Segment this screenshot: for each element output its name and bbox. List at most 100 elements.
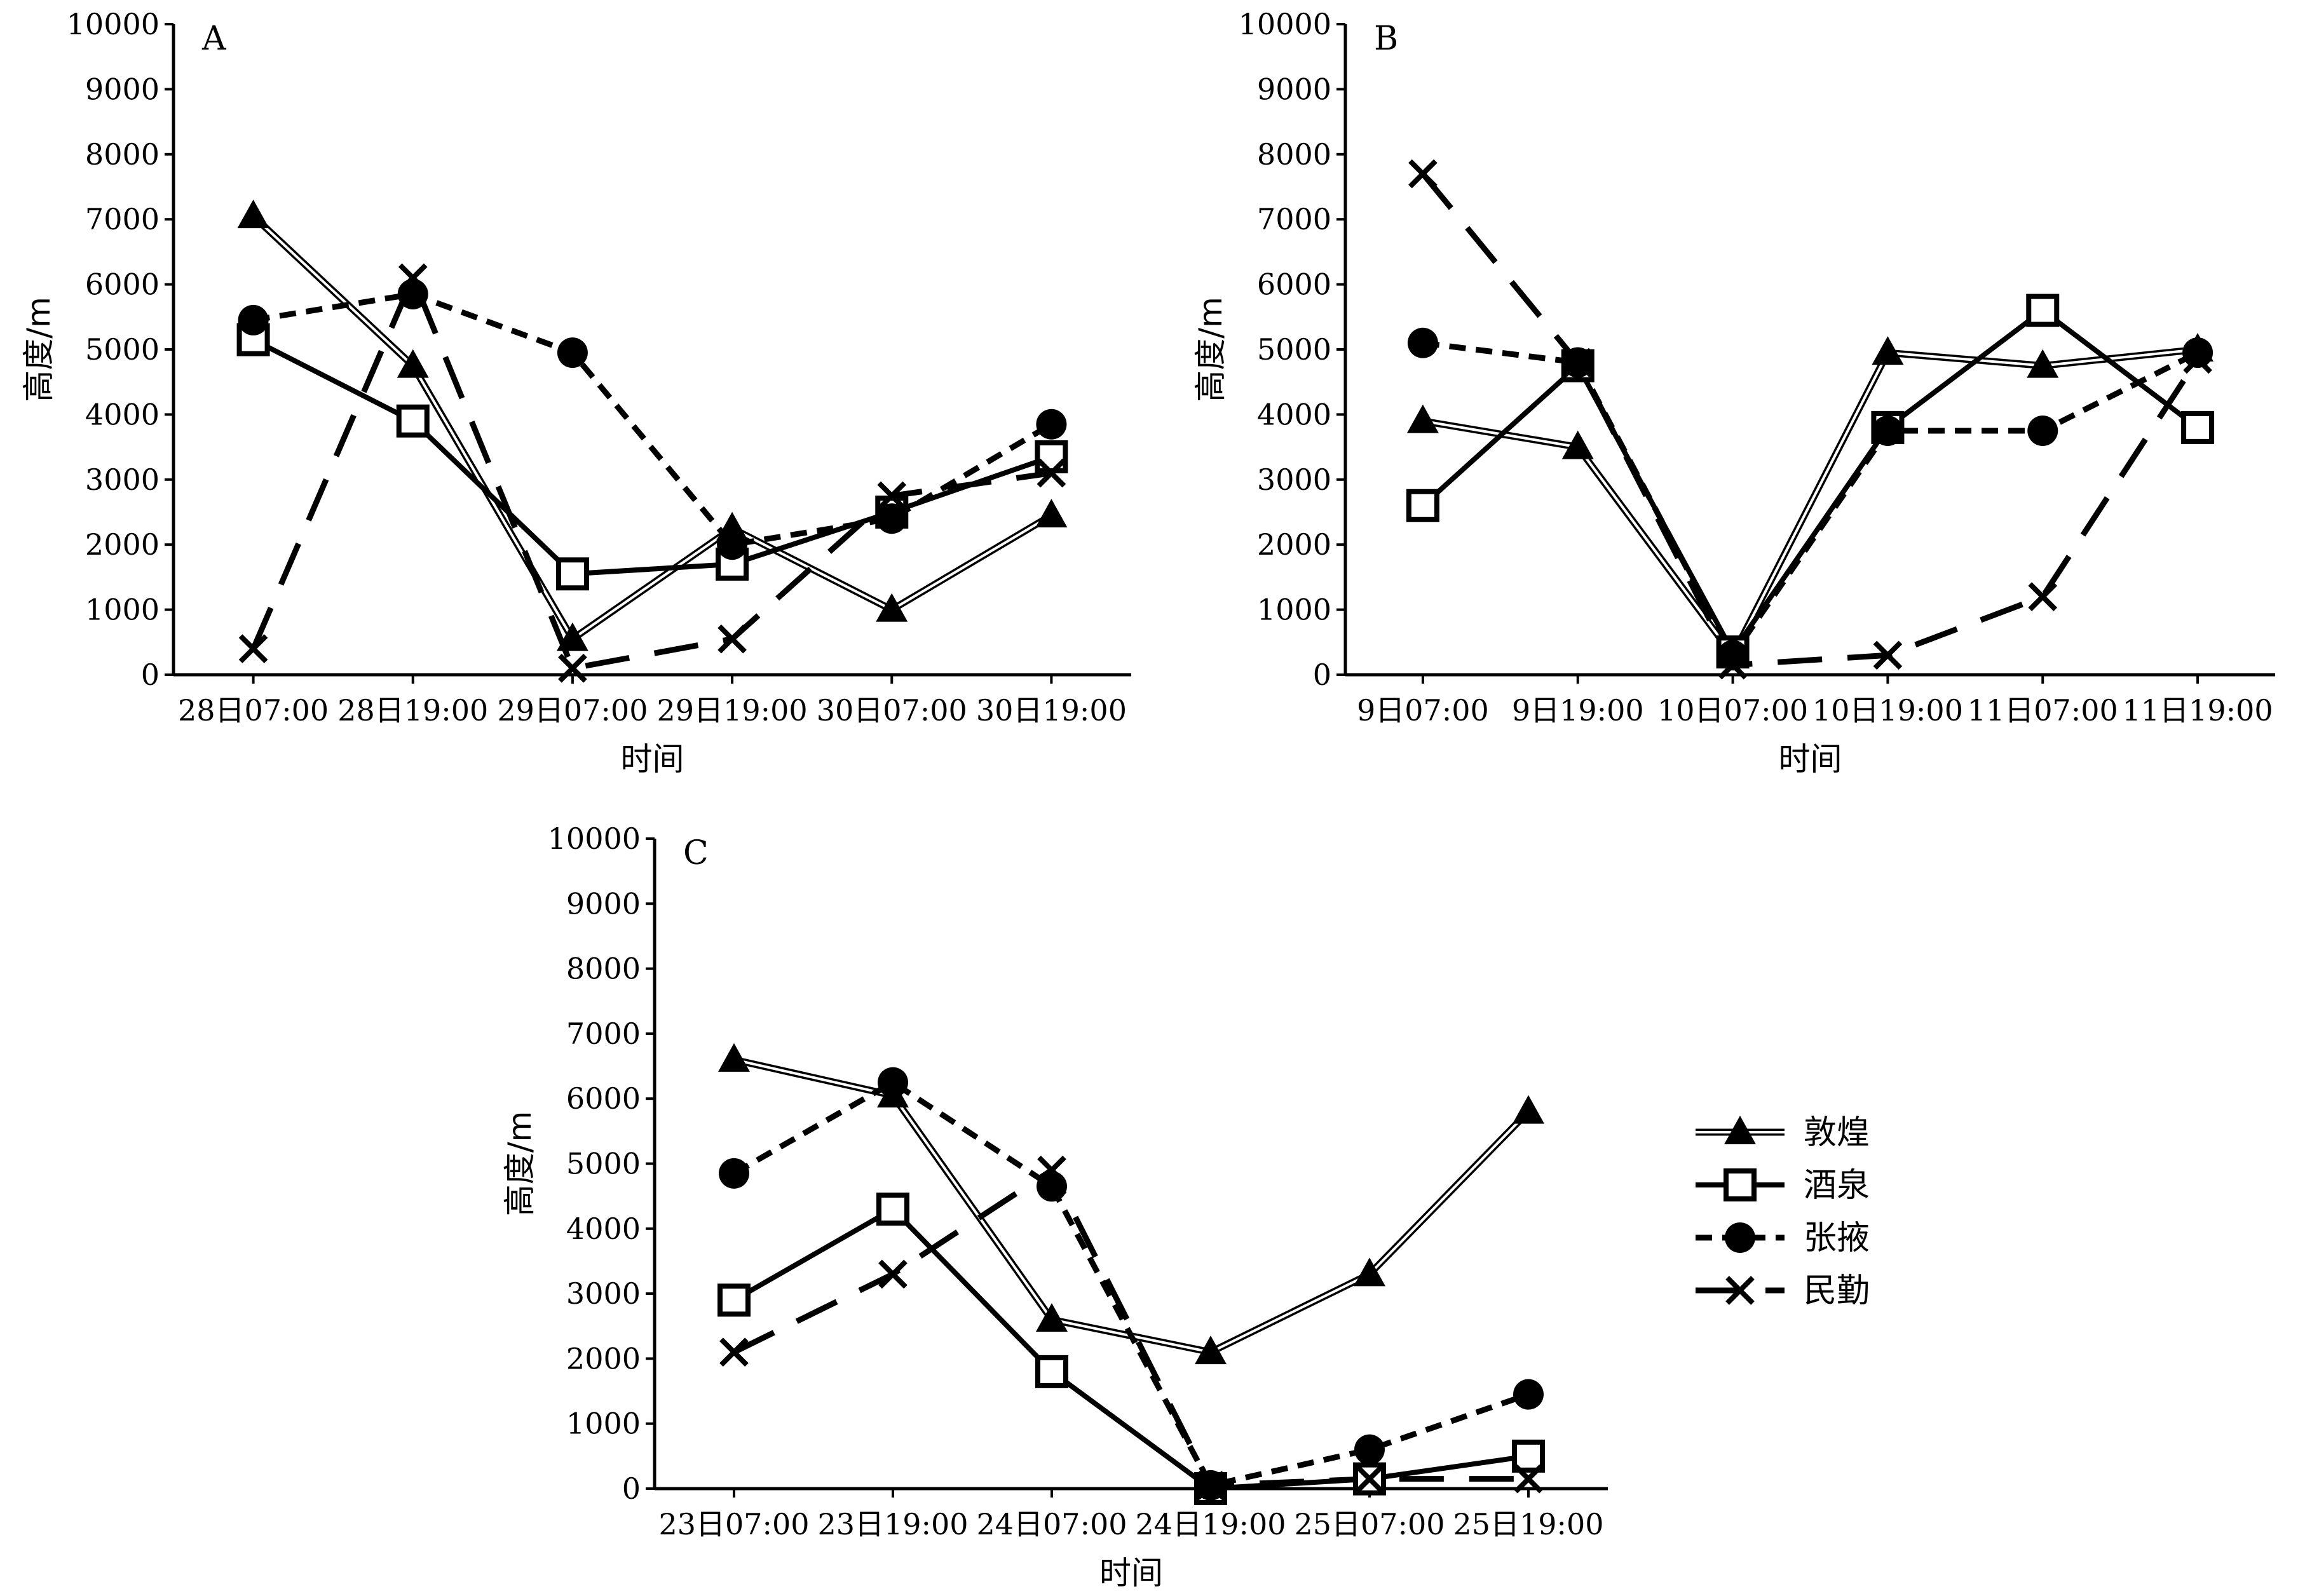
- series-line-square: [252, 337, 1052, 577]
- data-point-triangle: [1406, 404, 1439, 433]
- y-tick-label: 4000: [85, 397, 160, 431]
- data-point-circle: [397, 278, 428, 309]
- data-point-triangle: [556, 622, 588, 651]
- series-line-circle: [732, 1079, 1530, 1489]
- x-tick-label: 30日19:00: [976, 693, 1127, 727]
- y-tick-label: 8000: [85, 137, 160, 172]
- y-tick-label: 0: [622, 1471, 641, 1506]
- data-point-circle: [878, 1067, 908, 1098]
- data-point-square: [876, 1193, 909, 1226]
- data-point-circle: [1872, 416, 1903, 446]
- y-axis-title: 高度/m: [20, 297, 57, 402]
- x-axis-title: 时间: [1099, 1555, 1163, 1592]
- data-point-x: [719, 1337, 749, 1367]
- series-line-circle: [252, 291, 1053, 548]
- x-axis-title: 时间: [1779, 741, 1842, 778]
- data-point-triangle: [1035, 499, 1068, 528]
- legend-label: 酒泉: [1804, 1167, 1870, 1205]
- data-point-triangle: [2027, 349, 2059, 378]
- y-tick-label: 9000: [85, 72, 160, 106]
- data-point-x: [1873, 640, 1903, 670]
- y-tick-label: 6000: [566, 1081, 641, 1116]
- x-tick-label: 10日19:00: [1812, 693, 1963, 727]
- data-point-circle: [238, 304, 269, 335]
- legend-label: 民勤: [1804, 1272, 1870, 1310]
- legend-item: 敦煌: [1696, 1114, 1870, 1152]
- series-line-triangle: [250, 213, 1054, 644]
- x-tick-label: 28日19:00: [337, 693, 488, 727]
- x-tick-label: 9日19:00: [1512, 693, 1644, 727]
- y-tick-label: 1000: [566, 1407, 641, 1441]
- y-tick-label: 3000: [85, 463, 160, 497]
- data-point-x: [717, 624, 747, 654]
- data-point-circle: [876, 503, 908, 534]
- data-point-x: [1196, 1471, 1225, 1500]
- y-tick-label: 10000: [67, 7, 160, 41]
- legend-marker: [1725, 1222, 1755, 1253]
- y-tick-label: 7000: [566, 1017, 641, 1051]
- y-tick-label: 6000: [85, 267, 160, 302]
- data-point-x: [558, 653, 587, 683]
- series-line-x: [733, 1167, 1528, 1489]
- data-point-triangle: [1195, 1336, 1227, 1365]
- data-point-x: [877, 481, 907, 511]
- y-tick-label: 2000: [1257, 527, 1331, 562]
- data-point-triangle: [1036, 1303, 1068, 1332]
- panel-label: A: [201, 20, 227, 58]
- series-line-x: [1420, 172, 2200, 668]
- data-point-triangle: [1513, 1095, 1544, 1124]
- y-tick-label: 2000: [566, 1341, 641, 1376]
- data-point-triangle: [1561, 430, 1594, 459]
- x-tick-label: 28日07:00: [178, 693, 329, 727]
- y-tick-label: 7000: [85, 202, 160, 236]
- x-tick-label: 11日07:00: [1968, 693, 2118, 727]
- y-tick-label: 2000: [85, 527, 160, 562]
- x-tick-label: 11日19:00: [2123, 693, 2273, 727]
- y-tick-label: 7000: [1257, 202, 1331, 236]
- panel-label: C: [683, 834, 709, 872]
- legend-marker: [1724, 1168, 1757, 1201]
- y-tick-label: 5000: [85, 332, 160, 367]
- data-point-square: [1406, 489, 1439, 522]
- data-point-circle: [2182, 337, 2213, 369]
- data-point-triangle: [718, 1043, 750, 1072]
- data-point-triangle: [237, 200, 269, 229]
- legend-item: 张掖: [1696, 1219, 1870, 1257]
- data-point-square: [1512, 1439, 1545, 1473]
- x-tick-label: 10日07:00: [1657, 693, 1808, 727]
- data-point-circle: [1036, 409, 1067, 440]
- y-tick-label: 5000: [1257, 332, 1331, 367]
- y-tick-label: 0: [141, 658, 160, 692]
- data-point-circle: [557, 337, 588, 369]
- data-point-x: [1718, 650, 1748, 680]
- data-point-square: [555, 557, 589, 591]
- y-tick-label: 8000: [566, 952, 641, 986]
- y-axis-title: 高度/m: [1192, 297, 1229, 402]
- data-point-circle: [1407, 327, 1438, 358]
- x-axis-title: 时间: [621, 741, 684, 778]
- data-point-x: [1514, 1464, 1543, 1494]
- y-tick-label: 3000: [566, 1276, 641, 1311]
- y-tick-label: 9000: [566, 886, 641, 921]
- legend-item: 民勤: [1696, 1272, 1870, 1310]
- data-point-square: [1035, 440, 1068, 473]
- x-tick-label: 29日07:00: [497, 693, 648, 727]
- data-point-x: [1408, 159, 1438, 189]
- y-axis-title: 高度/m: [501, 1111, 538, 1217]
- data-point-triangle: [397, 349, 429, 378]
- data-point-square: [2026, 294, 2060, 327]
- y-tick-label: 4000: [566, 1212, 641, 1246]
- x-tick-label: 24日19:00: [1135, 1507, 1286, 1541]
- x-tick-label: 23日07:00: [658, 1507, 809, 1541]
- y-tick-label: 0: [1313, 658, 1331, 692]
- data-point-circle: [1037, 1171, 1067, 1202]
- y-tick-label: 6000: [1257, 267, 1331, 302]
- legend-item: 酒泉: [1696, 1167, 1870, 1205]
- chart-panel-a: 0 1000 2000 3000 4000 5000 6000 7000 8000 9000 100…: [20, 7, 1131, 778]
- data-point-circle: [1354, 1434, 1385, 1465]
- data-point-triangle: [876, 593, 908, 622]
- series-line-circle: [1422, 340, 2200, 658]
- data-point-square: [2181, 410, 2215, 444]
- series-line-triangle: [1422, 346, 2198, 662]
- x-tick-label: 25日19:00: [1453, 1507, 1603, 1541]
